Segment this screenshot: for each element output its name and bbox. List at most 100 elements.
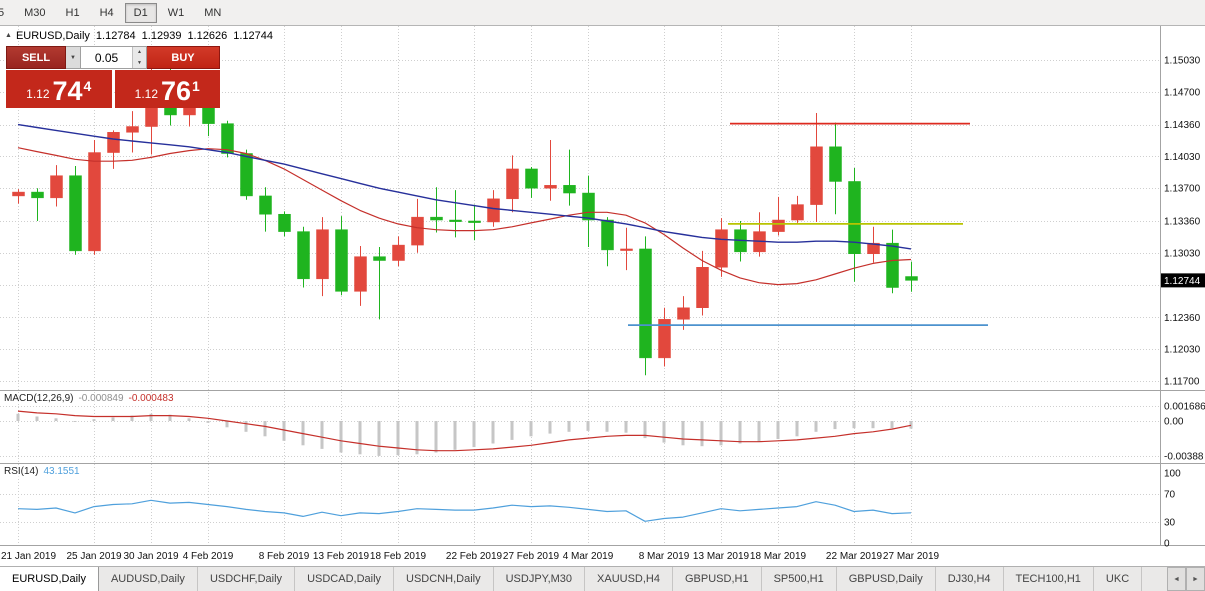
sell-button[interactable]: SELL xyxy=(6,46,66,69)
macd-signal-line xyxy=(17,410,912,452)
timeframe-buttons: 5 M30 H1 H4 D1 W1 MN xyxy=(0,2,231,23)
date-axis-label: 22 Feb 2019 xyxy=(446,551,503,562)
volume-dropdown-button[interactable]: ▼ xyxy=(66,46,81,69)
price-axis-label: 1.14700 xyxy=(1164,87,1201,98)
ohlc-open: 1.12784 xyxy=(95,30,136,42)
volume-increase-button[interactable]: ▲ xyxy=(133,47,146,58)
tab-scroll-right-button[interactable]: ► xyxy=(1186,567,1205,591)
macd-bar xyxy=(738,421,742,444)
chart-region: 1.15030 1.14700 1.14360 1.14030 1.13700 1.133… xyxy=(0,26,1205,566)
candle-body xyxy=(696,267,709,308)
macd-bar xyxy=(833,421,837,430)
rsi-name: RSI(14) xyxy=(4,466,39,477)
macd-bar xyxy=(92,419,96,421)
chart-canvas[interactable]: 1.15030 1.14700 1.14360 1.14030 1.13700 1.133… xyxy=(0,26,1205,566)
candle-body xyxy=(202,105,215,124)
collapse-triangle-icon[interactable]: ▲ xyxy=(5,32,12,39)
chart-tab[interactable]: DJ30,H4 xyxy=(936,567,1004,591)
date-axis-label: 13 Mar 2019 xyxy=(693,551,750,562)
timeframe-button-w1[interactable]: W1 xyxy=(159,3,194,23)
candle-body xyxy=(392,244,405,261)
candle-body xyxy=(810,146,823,205)
chart-tab[interactable]: EURUSD,Daily xyxy=(0,567,99,591)
volume-stepper: ▲ ▼ xyxy=(132,47,146,68)
chart-tab[interactable]: TECH100,H1 xyxy=(1004,567,1094,591)
timeframe-button-5[interactable]: 5 xyxy=(0,3,13,23)
chevron-down-icon: ▼ xyxy=(70,54,76,61)
rsi-axis-label: 70 xyxy=(1164,490,1176,501)
price-axis-label: 1.13360 xyxy=(1164,216,1201,227)
chart-tab[interactable]: UKC xyxy=(1094,567,1143,591)
volume-value[interactable]: 0.05 xyxy=(94,50,119,65)
tab-scroll-left-button[interactable]: ◄ xyxy=(1167,567,1186,591)
timeframe-button-h4[interactable]: H4 xyxy=(91,3,123,23)
candle-body xyxy=(297,231,310,280)
chart-tab[interactable]: XAUUSD,H4 xyxy=(585,567,673,591)
candle-body xyxy=(259,195,272,215)
macd-bar xyxy=(472,421,476,448)
timeframe-toolbar: 5 M30 H1 H4 D1 W1 MN xyxy=(0,0,1205,26)
macd-bar xyxy=(491,421,495,444)
candle-body xyxy=(50,175,63,199)
chart-tab[interactable]: GBPUSD,Daily xyxy=(837,567,936,591)
candle-body xyxy=(487,198,500,223)
date-axis-label: 27 Mar 2019 xyxy=(883,551,940,562)
macd-bar xyxy=(377,421,381,456)
chart-tab[interactable]: SP500,H1 xyxy=(762,567,837,591)
candle-body xyxy=(107,132,120,153)
chart-tab[interactable]: USDCAD,Daily xyxy=(295,567,395,591)
candle-body xyxy=(582,192,595,221)
candle-body xyxy=(772,219,785,232)
candle-body xyxy=(316,229,329,280)
timeframe-button-d1[interactable]: D1 xyxy=(124,2,157,23)
timeframe-button-mn[interactable]: MN xyxy=(195,3,230,23)
chart-tab[interactable]: USDCHF,Daily xyxy=(198,567,296,591)
ohlc-low: 1.12626 xyxy=(187,30,228,42)
chart-tab[interactable]: USDCNH,Daily xyxy=(394,567,494,591)
ask-price-button[interactable]: 1.12 76 1 xyxy=(114,70,220,108)
macd-bar xyxy=(339,421,343,453)
macd-bar xyxy=(548,421,552,434)
current-price-marker xyxy=(1161,273,1205,288)
rsi-axis-label: 100 xyxy=(1164,469,1181,480)
bid-price-button[interactable]: 1.12 74 4 xyxy=(6,70,112,108)
macd-bar xyxy=(795,421,799,437)
macd-axis-label: -0.00388 xyxy=(1164,451,1204,462)
macd-bar xyxy=(130,415,134,421)
macd-bar xyxy=(415,421,419,455)
candle-body xyxy=(848,181,861,255)
macd-bar xyxy=(567,421,571,432)
macd-bar xyxy=(757,421,761,442)
candle-body xyxy=(715,229,728,268)
macd-bar xyxy=(149,413,153,421)
volume-decrease-button[interactable]: ▼ xyxy=(133,57,146,68)
tab-scroll-controls: ◄ ► xyxy=(1167,567,1205,591)
candle-body xyxy=(829,146,842,182)
macd-axis-label: 0.00 xyxy=(1164,417,1184,428)
chart-tab[interactable]: AUDUSD,Daily xyxy=(99,567,198,591)
candle-body xyxy=(430,216,443,221)
chevron-left-icon: ◄ xyxy=(1173,575,1180,583)
timeframe-button-h1[interactable]: H1 xyxy=(57,3,89,23)
macd-bar xyxy=(909,421,913,429)
timeframe-button-m30[interactable]: M30 xyxy=(15,3,54,23)
bid-ask-row: 1.12 74 4 1.12 76 1 xyxy=(6,70,220,108)
chart-tabs-bar: EURUSD,Daily AUDUSD,Daily USDCHF,Daily USDC… xyxy=(0,566,1205,591)
macd-bar xyxy=(529,421,533,437)
buy-button[interactable]: BUY xyxy=(147,46,220,69)
candle-body xyxy=(886,242,899,288)
chevron-down-icon: ▼ xyxy=(137,59,142,66)
volume-input[interactable]: 0.05 ▲ ▼ xyxy=(81,46,147,69)
macd-bar xyxy=(358,421,362,455)
chart-tab[interactable]: USDJPY,M30 xyxy=(494,567,586,591)
bid-price-prefix: 1.12 xyxy=(26,87,50,101)
candle-body xyxy=(677,307,690,320)
price-axis-label: 1.15030 xyxy=(1164,56,1201,67)
rsi-line xyxy=(17,499,912,522)
ma-fast-line xyxy=(17,147,912,286)
ohlc-close: 1.12744 xyxy=(233,30,273,42)
chevron-right-icon: ► xyxy=(1192,575,1199,583)
chart-tab[interactable]: GBPUSD,H1 xyxy=(673,567,762,591)
macd-bar xyxy=(434,421,438,453)
macd-bar xyxy=(35,416,39,421)
